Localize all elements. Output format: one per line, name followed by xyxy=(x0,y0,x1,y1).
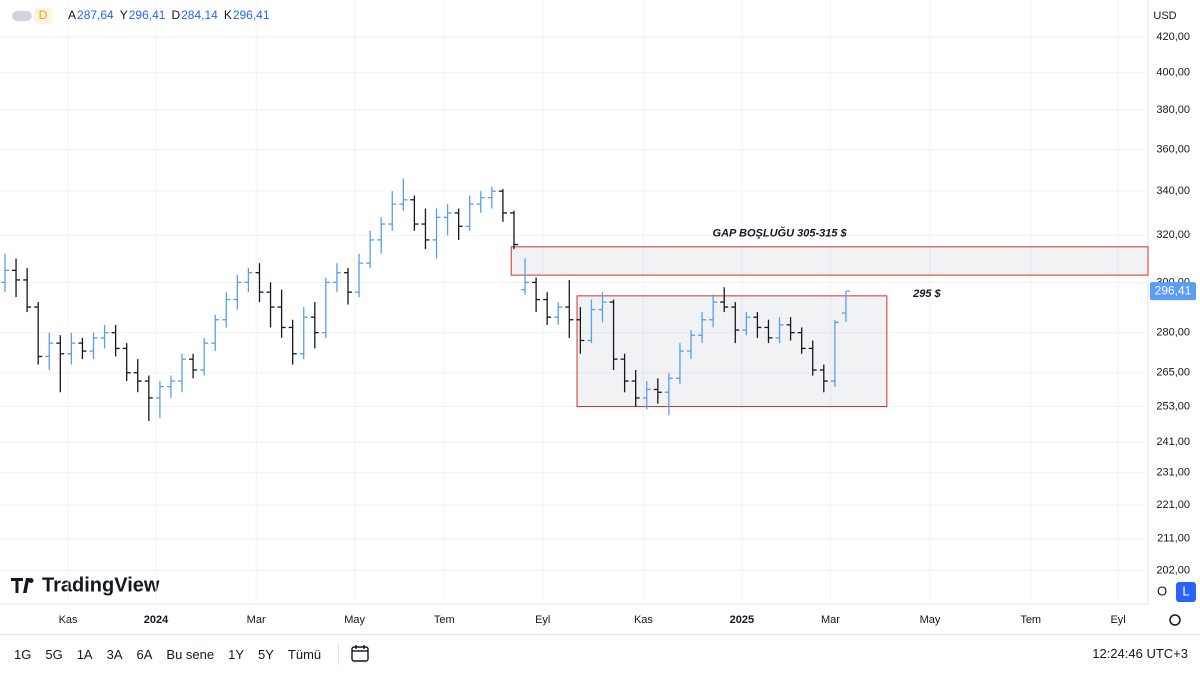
range-button[interactable]: 6A xyxy=(136,646,153,662)
x-tick-label: 2025 xyxy=(730,614,754,626)
settings-icon[interactable] xyxy=(1169,614,1181,626)
y-tick-label: 241,00 xyxy=(1156,436,1190,448)
y-tick-label: 265,00 xyxy=(1156,367,1190,379)
ohlc-field-value: 296,41 xyxy=(233,8,270,22)
range-button[interactable]: 1G xyxy=(14,646,32,662)
interval-badge xyxy=(34,8,52,24)
range-button[interactable]: 1Y xyxy=(228,646,245,662)
y-tick-label: 253,00 xyxy=(1156,400,1190,412)
x-tick-label: Tem xyxy=(434,614,455,626)
last-price-label: 296,41 xyxy=(1155,283,1192,297)
clock: 12:24:46 UTC+3 xyxy=(1092,646,1188,661)
y-tick-label: 202,00 xyxy=(1156,564,1190,576)
x-tick-label: Eyl xyxy=(535,614,550,626)
status-pill xyxy=(12,11,32,21)
range-buttons: 1G 5G 1A 3A 6A Bu sene 1Y 5Y Tümü xyxy=(0,647,328,662)
ohlc-field-label: D xyxy=(171,8,180,22)
brand-logo xyxy=(11,578,34,593)
axis-button[interactable] xyxy=(1176,582,1196,602)
y-tick-label: 400,00 xyxy=(1156,67,1190,79)
range-button[interactable]: Tümü xyxy=(287,646,322,662)
range-button[interactable]: 5Y xyxy=(258,646,274,662)
x-tick-label: Tem xyxy=(1020,614,1041,626)
x-tick-label: Eyl xyxy=(1110,614,1125,626)
axis-button-label[interactable]: O xyxy=(1157,583,1167,598)
interval: D xyxy=(39,8,48,22)
x-tick-label: Kas xyxy=(634,614,653,626)
y-tick-label: 380,00 xyxy=(1156,104,1190,116)
x-tick-label: Kas xyxy=(59,614,78,626)
date-range-icon[interactable] xyxy=(349,643,371,665)
y-tick-label: 221,00 xyxy=(1156,499,1190,511)
x-tick-label: May xyxy=(920,614,941,626)
y-tick-label: 360,00 xyxy=(1156,143,1190,155)
axis-button-label[interactable]: L xyxy=(1182,583,1189,598)
zone xyxy=(576,295,888,408)
separator xyxy=(338,643,340,665)
range-button[interactable]: 3A xyxy=(106,646,123,662)
y-tick-label: 231,00 xyxy=(1156,467,1190,479)
y-tick-label: 320,00 xyxy=(1156,229,1190,241)
grid xyxy=(0,0,1148,604)
zone-label: GAP BOŞLUĞU 305-315 $ xyxy=(713,227,848,240)
y-tick-label: 340,00 xyxy=(1156,185,1190,197)
ohlc-field-value: 284,14 xyxy=(181,8,218,22)
ohlc-field-value: 296,41 xyxy=(129,8,166,22)
currency: USD xyxy=(1153,10,1176,22)
last-price-tag xyxy=(1150,282,1196,301)
x-tick-label: Mar xyxy=(247,614,266,626)
x-tick-label: Mar xyxy=(821,614,840,626)
x-tick-label: 2024 xyxy=(144,614,169,626)
y-tick-label: 420,00 xyxy=(1156,31,1190,43)
zone-label: 295 $ xyxy=(912,288,941,300)
ohlc-field-label: Y xyxy=(120,8,128,22)
y-tick-label: 280,00 xyxy=(1156,327,1190,339)
range-button[interactable]: Bu sene xyxy=(166,646,215,662)
brand: TradingView xyxy=(42,574,160,596)
chart: D USD TradingView 202,00 211,00 221,00 231,… xyxy=(0,0,1196,626)
ohlc-field-value: 287,64 xyxy=(77,8,114,22)
ohlc-field-label: K xyxy=(224,8,232,22)
y-tick-label: 211,00 xyxy=(1157,533,1190,545)
x-tick-label: May xyxy=(344,614,365,626)
ohlc-field-label: A xyxy=(68,8,76,22)
range-button[interactable]: 5G xyxy=(45,646,63,662)
zone xyxy=(510,246,1149,276)
toolbar: 1G 5G 1A 3A 6A Bu sene 1Y 5Y Tümü 12:24:46 UTC+3 xyxy=(0,634,1200,673)
range-button[interactable]: 1A xyxy=(76,646,93,662)
